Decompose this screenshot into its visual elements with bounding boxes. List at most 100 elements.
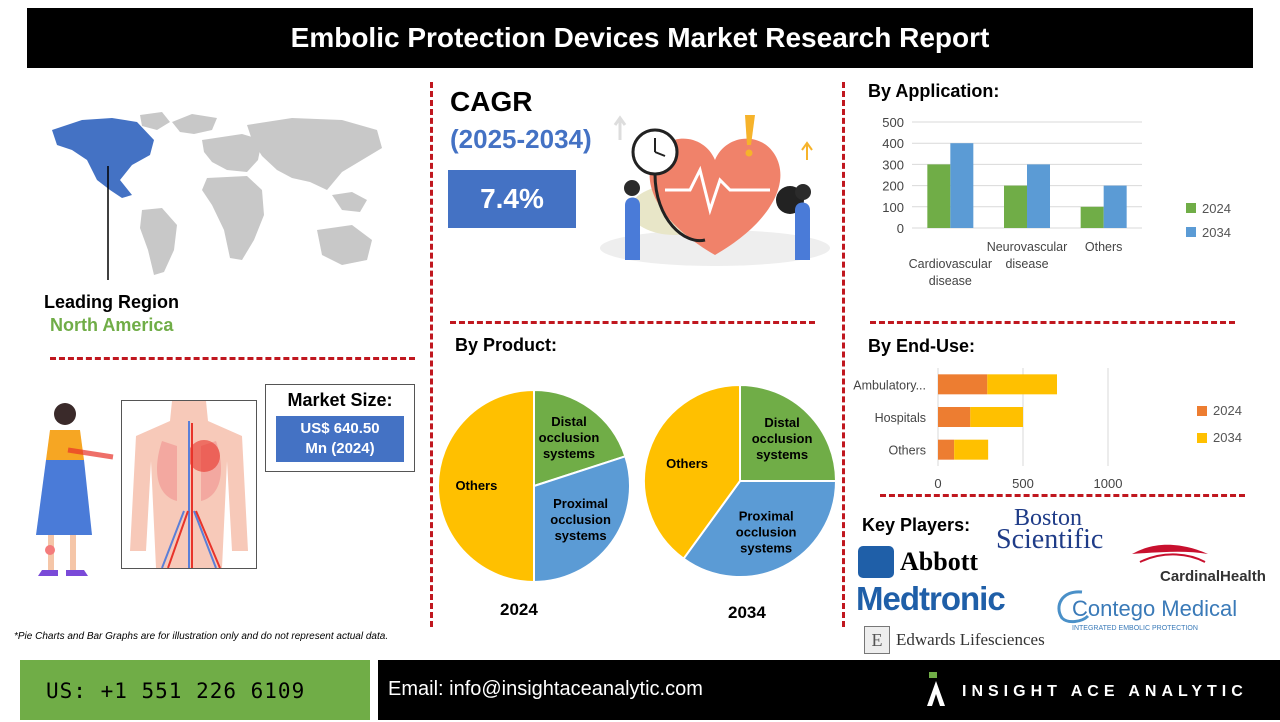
pie-chart-2024: DistalocclusionsystemsProximalocclusions…	[437, 388, 631, 584]
phone-banner: US: +1 551 226 6109	[20, 660, 370, 720]
bar	[950, 143, 974, 228]
bar-segment	[938, 407, 971, 427]
pie-label: Others	[455, 478, 497, 493]
bar-segment	[954, 439, 989, 460]
legend-item-2024: 2024	[1197, 397, 1242, 424]
contact-banner	[378, 660, 1280, 720]
cagr-title: CAGR	[450, 86, 533, 117]
market-size-value-line2: Mn (2024)	[305, 440, 375, 457]
application-title: By Application:	[868, 81, 1000, 101]
email-link[interactable]: Email: info@insightaceanalytic.com	[388, 678, 703, 700]
divider-left	[430, 82, 433, 627]
x-tick-label: disease	[1005, 257, 1048, 271]
pie-label: occlusion	[736, 524, 797, 539]
y-tick-label: 0	[897, 221, 904, 236]
pie-caption-2034: 2034	[728, 603, 766, 622]
divider-right	[842, 82, 845, 627]
legend-swatch-2024	[1197, 405, 1207, 416]
pie-slice	[739, 383, 838, 482]
application-legend: 2024 2034	[1186, 196, 1231, 244]
pie-slice	[533, 388, 627, 488]
contego-medical-name: Contego Medical	[1072, 596, 1238, 621]
abbott-logo: Abbott	[858, 546, 978, 578]
y-tick-label: Others	[888, 444, 926, 458]
edwards-mark-icon: E	[864, 626, 890, 654]
legend-label: 2024	[1213, 403, 1242, 418]
product-title: By Product:	[455, 335, 558, 355]
bar-segment	[970, 407, 1023, 427]
abbott-name: Abbott	[900, 547, 979, 576]
enduse-bar-chart: 0 500 1000 Ambulatory... Hospitals Others	[853, 368, 1123, 491]
pie-label: Distal	[764, 415, 799, 430]
pie-slice	[643, 383, 741, 561]
divider-region	[50, 357, 415, 360]
legend-label: 2034	[1202, 224, 1231, 240]
edwards-name: Edwards Lifesciences	[896, 630, 1045, 649]
pie-slice	[533, 455, 631, 584]
pie-slice	[437, 388, 535, 584]
pie-label: occlusion	[752, 431, 813, 446]
contego-tagline: INTEGRATED EMBOLIC PROTECTION	[1072, 625, 1198, 632]
bar-segment	[938, 439, 955, 460]
anatomy-frame	[121, 400, 257, 569]
bar-segment	[938, 374, 988, 395]
x-tick-label: Others	[1085, 240, 1123, 254]
pie-label: systems	[756, 447, 808, 462]
edwards-logo: E Edwards Lifesciences	[864, 626, 1045, 654]
y-tick-label: Ambulatory...	[853, 378, 926, 392]
bar	[1027, 164, 1050, 228]
legend-item-2034: 2034	[1186, 220, 1231, 244]
pie-slice	[682, 480, 838, 578]
bar	[927, 164, 951, 228]
brand-name: INSIGHT ACE ANALYTIC	[962, 683, 1248, 700]
boston-scientific-line2: Scientific	[996, 524, 1104, 555]
enduse-title: By End-Use:	[868, 336, 976, 356]
legend-swatch-2034	[1197, 432, 1207, 443]
y-tick-label: 200	[882, 179, 904, 194]
legend-item-2024: 2024	[1186, 196, 1231, 220]
x-tick-label: 0	[934, 476, 941, 491]
y-tick-label: Hospitals	[875, 411, 926, 425]
market-size-value: US$ 640.50 Mn (2024)	[276, 416, 404, 462]
contego-mark-icon	[1057, 590, 1090, 624]
pie-caption-2024: 2024	[500, 600, 538, 619]
cardinal-health-name: CardinalHealth	[1160, 568, 1266, 585]
anatomy-illustration	[130, 401, 248, 569]
divider-cagr	[450, 321, 815, 324]
x-tick-label: disease	[929, 274, 972, 288]
x-tick-label: 500	[1012, 476, 1034, 491]
footnote: *Pie Charts and Bar Graphs are for illus…	[14, 631, 389, 642]
leading-region-value: North America	[50, 315, 174, 335]
pie-label: occlusion	[539, 430, 600, 445]
abbott-mark-icon	[858, 546, 894, 578]
pie-label: Others	[666, 456, 708, 471]
x-tick-label: 1000	[1094, 476, 1123, 491]
x-tick-label: Neurovascular	[987, 240, 1068, 254]
pie-label: systems	[740, 540, 792, 555]
y-tick-label: 500	[882, 115, 904, 130]
enduse-legend: 2024 2034	[1197, 397, 1242, 451]
y-tick-label: 400	[882, 136, 904, 151]
y-tick-label: 100	[882, 200, 904, 215]
patient-illustration	[36, 403, 114, 576]
pie-label: Proximal	[739, 508, 794, 523]
pie-label: Distal	[551, 414, 586, 429]
pie-label: occlusion	[550, 512, 611, 527]
world-map	[52, 112, 382, 280]
bar	[1004, 185, 1027, 228]
insight-ace-logo-icon	[927, 672, 945, 706]
market-size-label: Market Size:	[287, 390, 393, 410]
application-bar-chart: 0 100 200 300 400 500 Cardiovascular disease Neu…	[882, 115, 1142, 288]
bar	[1103, 185, 1127, 228]
bar-segment	[987, 374, 1057, 395]
market-size-value-line1: US$ 640.50	[300, 420, 380, 437]
pie-label: Proximal	[553, 496, 608, 511]
cagr-years: (2025-2034)	[450, 124, 592, 154]
page-title: Embolic Protection Devices Market Resear…	[27, 8, 1253, 68]
boston-scientific-line1: Boston	[1014, 505, 1083, 531]
north-america-region	[52, 118, 154, 198]
x-tick-label: Cardiovascular	[909, 257, 992, 271]
medtronic-logo: Medtronic	[856, 580, 1006, 617]
boston-scientific-logo: Boston Scientific	[996, 505, 1103, 554]
heart-illustration	[600, 115, 830, 266]
